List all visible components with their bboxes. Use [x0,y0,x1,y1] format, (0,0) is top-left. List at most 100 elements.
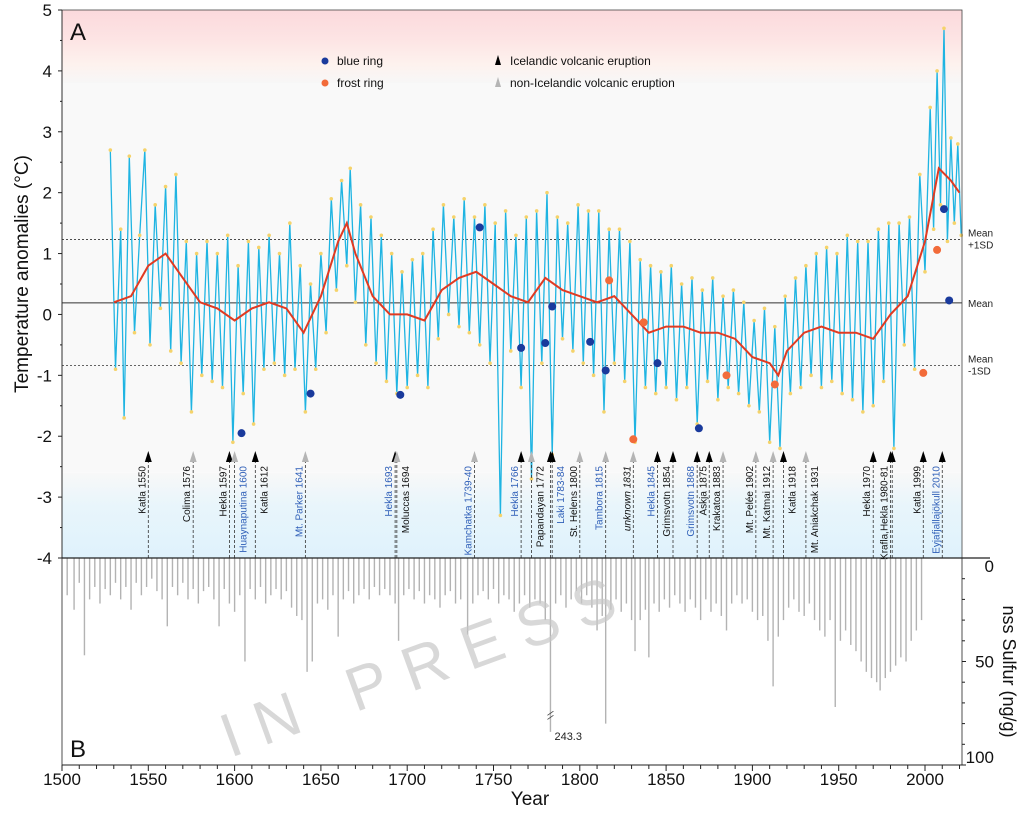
eruption-label: Mt. Katmai 1912 [762,466,773,539]
warm-band [62,10,962,84]
eruption-label: Hekla 1766 [510,466,521,517]
annual-point [358,203,363,207]
annual-point [952,221,957,225]
annual-point [622,379,627,384]
annual-point [410,257,415,262]
annual-point [143,148,147,152]
annual-point [942,26,946,31]
eruption-label: Mt. Pelée 1902 [745,466,756,534]
annual-point [158,306,163,311]
right-y-tick-label: 100 [966,748,994,767]
right-y-tick-label: 0 [985,557,994,576]
annual-point [400,270,404,274]
blue-ring-point [548,302,557,311]
smoothed-series-line [113,166,961,378]
annual-point [493,221,498,225]
annual-point [215,251,220,256]
annual-point [369,215,373,219]
reference-line-label: Mean +1SD [968,229,993,252]
eruption-label: Tambora 1815 [595,466,606,530]
annual-point [581,361,586,365]
right-y-axis-title: nss Sulfur (ng/g) [999,605,1019,737]
non-icelandic-eruption-arrow [231,451,239,462]
blue-ring-point [945,296,954,305]
blue-ring-point [237,429,246,438]
annual-point [607,227,611,231]
annual-point [902,343,907,347]
annual-point [344,263,349,268]
annual-point [685,385,689,390]
annual-point [778,446,782,451]
annual-point [938,203,943,207]
annual-point [446,312,451,317]
annual-point [897,221,901,225]
eruption-label: Grimsvotn 1854 [662,466,673,537]
annual-point [313,367,318,372]
blue-ring-point [939,205,948,214]
non-icelandic-eruption-arrow [301,451,309,462]
annual-point [118,227,123,231]
annual-point [596,209,601,213]
annual-point [648,263,653,268]
annual-point [886,221,891,225]
annual-point [319,251,323,256]
eruption-label: Hekla 1693 [384,466,395,517]
annual-point [267,233,271,238]
annual-point [303,410,308,414]
eruption-label: Huaynaputina 1600 [239,466,250,553]
annual-point [861,410,865,414]
annual-point [514,233,518,238]
annual-point [477,343,482,347]
annual-point [225,233,230,238]
annual-point [690,276,694,280]
annual-point [664,385,668,390]
annual-point [334,288,339,292]
annual-point [555,215,560,219]
eruption-label: Hekla 1845 [647,466,658,517]
annual-point [679,282,684,286]
non-icelandic-eruption-arrow [527,451,535,462]
frost-ring-point [770,380,779,389]
icelandic-eruption-arrow [669,451,677,462]
annual-point [773,324,777,329]
annual-point [431,227,435,231]
x-axis-title: Year [511,789,550,808]
x-tick-label: 1950 [820,770,858,789]
annual-point [293,367,297,372]
annual-point [363,343,368,347]
annual-point [251,422,256,426]
eruption-label: Eyjafjallajökull 2010 [931,466,942,554]
annual-point [220,385,225,390]
annual-point [457,324,461,329]
neutral-band [62,83,962,473]
annual-point [638,257,643,262]
annual-point [617,227,622,231]
annual-point [436,337,441,341]
annual-point [256,245,261,250]
reference-line-label: Mean [968,299,993,310]
icelandic-eruption-arrow [144,451,152,462]
legend-marker-triangle [495,55,501,65]
annual-point [731,288,736,292]
y-tick-label: 5 [43,1,52,20]
annual-point [545,190,549,195]
eruption-label: unknown 1831 [622,466,633,531]
annual-point [488,361,492,365]
eruption-label: Krafla,Hekla 1980-81 [880,466,891,560]
annual-point [757,410,762,414]
annual-point [308,282,313,286]
annual-point [793,276,798,280]
icelandic-eruption-arrow [705,451,713,462]
eruption-label: Moluccas 1694 [401,466,412,534]
x-tick-label: 1900 [733,770,771,789]
annual-point [628,239,632,244]
frost-ring-point [722,371,731,380]
blue-ring-point [517,343,526,352]
annual-point [945,239,950,244]
annual-point [452,215,456,219]
annual-point [122,416,126,420]
frost-ring-point [605,276,614,285]
legend-label: Icelandic volcanic eruption [510,54,651,68]
eruption-label: Papandayan 1772 [536,466,547,548]
